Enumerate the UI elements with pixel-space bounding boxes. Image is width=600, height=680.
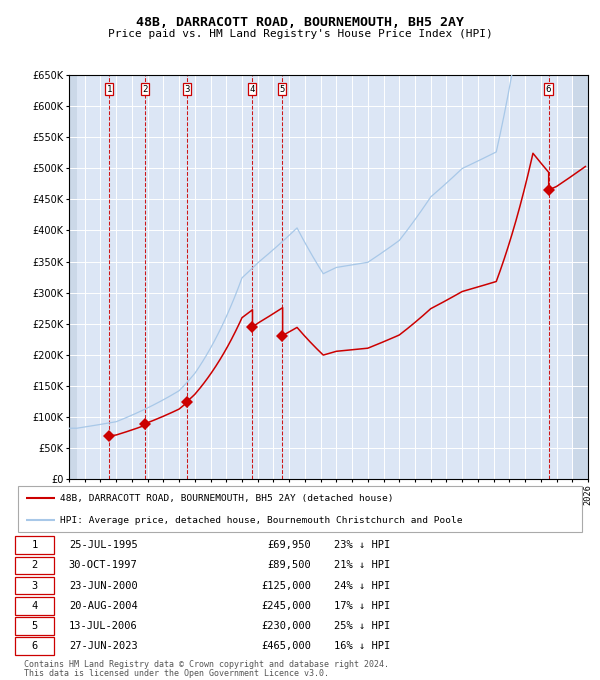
Text: 5: 5 bbox=[279, 84, 284, 94]
Text: 6: 6 bbox=[31, 641, 37, 651]
Text: 24% ↓ HPI: 24% ↓ HPI bbox=[334, 581, 390, 591]
Text: £465,000: £465,000 bbox=[261, 641, 311, 651]
Text: 13-JUL-2006: 13-JUL-2006 bbox=[69, 621, 137, 631]
Text: 25-JUL-1995: 25-JUL-1995 bbox=[69, 540, 137, 550]
Text: HPI: Average price, detached house, Bournemouth Christchurch and Poole: HPI: Average price, detached house, Bour… bbox=[60, 515, 463, 525]
Text: 16% ↓ HPI: 16% ↓ HPI bbox=[334, 641, 390, 651]
Text: 21% ↓ HPI: 21% ↓ HPI bbox=[334, 560, 390, 571]
Text: 2: 2 bbox=[31, 560, 37, 571]
Bar bbox=[69, 75, 77, 479]
Text: 4: 4 bbox=[250, 84, 255, 94]
Text: Contains HM Land Registry data © Crown copyright and database right 2024.: Contains HM Land Registry data © Crown c… bbox=[24, 660, 389, 668]
Text: 23% ↓ HPI: 23% ↓ HPI bbox=[334, 540, 390, 550]
Text: 27-JUN-2023: 27-JUN-2023 bbox=[69, 641, 137, 651]
Text: 20-AUG-2004: 20-AUG-2004 bbox=[69, 600, 137, 611]
Text: 25% ↓ HPI: 25% ↓ HPI bbox=[334, 621, 390, 631]
Text: 17% ↓ HPI: 17% ↓ HPI bbox=[334, 600, 390, 611]
Text: 1: 1 bbox=[31, 540, 37, 550]
FancyBboxPatch shape bbox=[15, 617, 53, 635]
FancyBboxPatch shape bbox=[15, 597, 53, 615]
Text: £245,000: £245,000 bbox=[261, 600, 311, 611]
Text: £125,000: £125,000 bbox=[261, 581, 311, 591]
Text: 48B, DARRACOTT ROAD, BOURNEMOUTH, BH5 2AY (detached house): 48B, DARRACOTT ROAD, BOURNEMOUTH, BH5 2A… bbox=[60, 494, 394, 503]
FancyBboxPatch shape bbox=[15, 556, 53, 575]
Text: This data is licensed under the Open Government Licence v3.0.: This data is licensed under the Open Gov… bbox=[24, 669, 329, 678]
Text: 4: 4 bbox=[31, 600, 37, 611]
Text: 2: 2 bbox=[142, 84, 148, 94]
FancyBboxPatch shape bbox=[15, 577, 53, 594]
Text: 30-OCT-1997: 30-OCT-1997 bbox=[69, 560, 137, 571]
Text: 3: 3 bbox=[31, 581, 37, 591]
Bar bbox=[572, 75, 588, 479]
Text: £89,500: £89,500 bbox=[268, 560, 311, 571]
Text: Price paid vs. HM Land Registry's House Price Index (HPI): Price paid vs. HM Land Registry's House … bbox=[107, 29, 493, 39]
Text: 1: 1 bbox=[107, 84, 112, 94]
Text: 5: 5 bbox=[31, 621, 37, 631]
Text: 6: 6 bbox=[546, 84, 551, 94]
FancyBboxPatch shape bbox=[15, 537, 53, 554]
Text: 3: 3 bbox=[184, 84, 190, 94]
FancyBboxPatch shape bbox=[15, 637, 53, 655]
Text: £69,950: £69,950 bbox=[268, 540, 311, 550]
FancyBboxPatch shape bbox=[18, 486, 582, 532]
Text: 23-JUN-2000: 23-JUN-2000 bbox=[69, 581, 137, 591]
Text: 48B, DARRACOTT ROAD, BOURNEMOUTH, BH5 2AY: 48B, DARRACOTT ROAD, BOURNEMOUTH, BH5 2A… bbox=[136, 16, 464, 29]
Text: £230,000: £230,000 bbox=[261, 621, 311, 631]
